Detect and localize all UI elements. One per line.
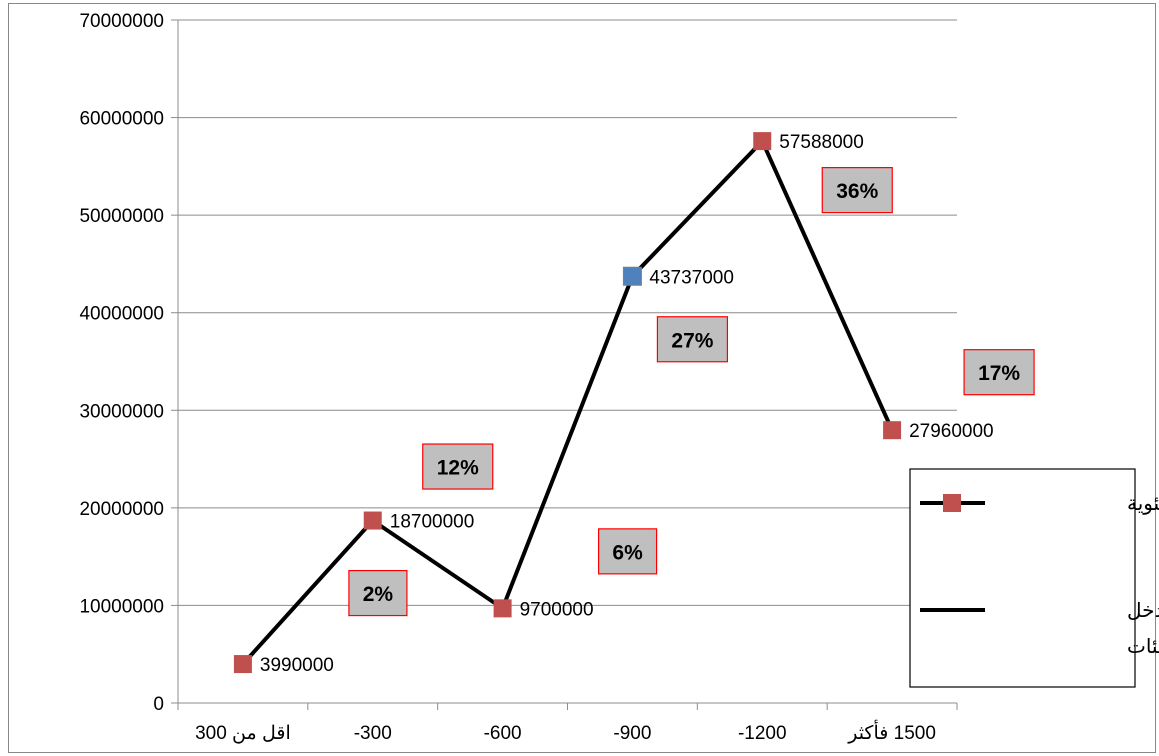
- series-line: [241, 137, 894, 666]
- x-tick-label: -600: [484, 723, 522, 744]
- percent-label-box: [656, 316, 729, 363]
- data-value-label: 43737000: [649, 267, 734, 288]
- percent-label-box: [422, 443, 494, 490]
- x-axis-tick-labels: اقل من 300 -300 -600 -900 -1200 1500 فأكثر: [195, 719, 936, 744]
- y-tick-label: 10000000: [79, 596, 164, 617]
- legend: النسبة المئوية مجموع الدخل حسب الفئات: [909, 468, 1159, 688]
- percent-label-box: [597, 528, 658, 575]
- series-markers: [233, 132, 902, 674]
- x-tick-label: -300: [354, 723, 392, 744]
- series-line-path: [241, 137, 894, 666]
- data-value-label: 18700000: [390, 512, 475, 533]
- percent-label-box: [348, 569, 408, 617]
- data-value-label: 3990000: [260, 655, 334, 676]
- legend-income-label-line1: مجموع الدخل: [1127, 598, 1159, 622]
- y-axis-tick-labels: 0 10000000 20000000 30000000 40000000 5000000…: [79, 11, 164, 715]
- x-tick-label: 1500 فأكثر: [847, 719, 936, 744]
- data-value-label: 27960000: [909, 421, 994, 442]
- percent-label: 27%: [671, 329, 713, 352]
- percent-label: 6%: [612, 541, 643, 564]
- data-point-marker: [363, 511, 382, 530]
- data-point-marker: [883, 421, 902, 440]
- data-point-marker: [493, 599, 512, 618]
- y-tick-label: 20000000: [79, 499, 164, 520]
- data-labels: 3990000 18700000 9700000 43737000 57588000 27…: [260, 132, 994, 676]
- legend-pct-marker: [943, 494, 961, 512]
- percent-label: 12%: [437, 457, 479, 480]
- x-tick-label: اقل من 300: [195, 723, 291, 744]
- x-tick-label: -1200: [738, 723, 787, 744]
- percent-labels: 2% 12% 6% 27% 36% 17%: [348, 167, 1035, 617]
- x-tick-label: -900: [613, 723, 651, 744]
- gridlines: [178, 19, 957, 606]
- percent-label: 2%: [363, 583, 394, 606]
- y-tick-label: 50000000: [79, 206, 164, 227]
- percent-label: 17%: [978, 362, 1020, 385]
- data-point-marker: [233, 655, 252, 674]
- y-tick-label: 40000000: [79, 304, 164, 325]
- y-tick-label: 0: [153, 694, 164, 715]
- data-value-label: 57588000: [779, 132, 864, 153]
- percent-label: 36%: [836, 180, 878, 203]
- data-value-label: 9700000: [520, 599, 594, 620]
- data-point-marker: [622, 266, 642, 286]
- axes: [171, 19, 958, 710]
- legend-income-label-line2: حسب الفئات: [1127, 634, 1159, 658]
- data-point-marker: [753, 132, 772, 151]
- y-tick-label: 70000000: [79, 11, 164, 32]
- y-tick-label: 30000000: [79, 401, 164, 422]
- y-tick-label: 60000000: [79, 109, 164, 130]
- percent-label-box: [821, 167, 893, 214]
- percent-label-box: [963, 349, 1035, 396]
- chart-frame: [8, 3, 1156, 753]
- legend-pct-label: النسبة المئوية: [1127, 491, 1159, 515]
